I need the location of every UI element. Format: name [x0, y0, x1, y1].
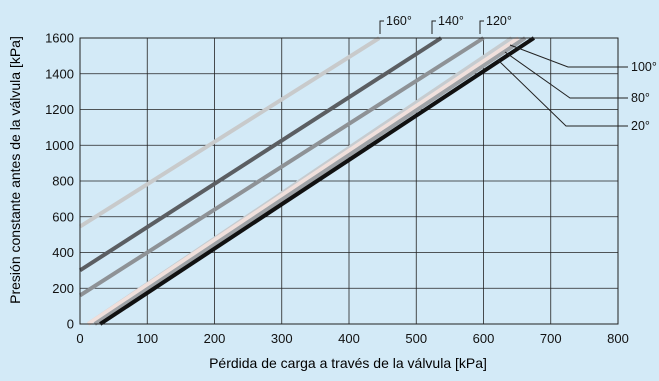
y-tick-label: 1200 [45, 102, 74, 117]
x-tick-label: 400 [338, 331, 360, 346]
y-tick-label: 0 [67, 317, 74, 332]
y-tick-label: 1400 [45, 66, 74, 81]
x-tick-label: 0 [76, 331, 83, 346]
label-leader [510, 45, 628, 67]
x-tick-label: 800 [607, 331, 629, 346]
label-leader [505, 52, 628, 98]
y-axis-label: Presión constante antes de la válvula [k… [7, 36, 23, 304]
series-label: 100° [631, 60, 657, 74]
x-tick-label: 700 [540, 331, 562, 346]
series-label: 160° [386, 14, 412, 28]
y-tick-label: 400 [52, 245, 74, 260]
series-line [80, 38, 441, 270]
x-tick-label: 100 [136, 331, 158, 346]
x-tick-label: 600 [473, 331, 495, 346]
series-label: 120° [486, 14, 512, 28]
series-label: 20° [631, 119, 650, 133]
x-tick-label: 500 [405, 331, 427, 346]
y-tick-label: 1000 [45, 138, 74, 153]
x-tick-label: 200 [204, 331, 226, 346]
x-tick-label: 300 [271, 331, 293, 346]
y-tick-label: 600 [52, 209, 74, 224]
y-tick-label: 1600 [45, 31, 74, 46]
label-leader [380, 21, 384, 34]
series-label: 140° [438, 14, 464, 28]
y-tick-label: 200 [52, 281, 74, 296]
label-leader [432, 21, 436, 34]
y-tick-label: 800 [52, 174, 74, 189]
x-axis-label: Pérdida de carga a través de la válvula … [209, 355, 487, 371]
series-label: 80° [631, 91, 650, 105]
label-leader [480, 21, 484, 34]
